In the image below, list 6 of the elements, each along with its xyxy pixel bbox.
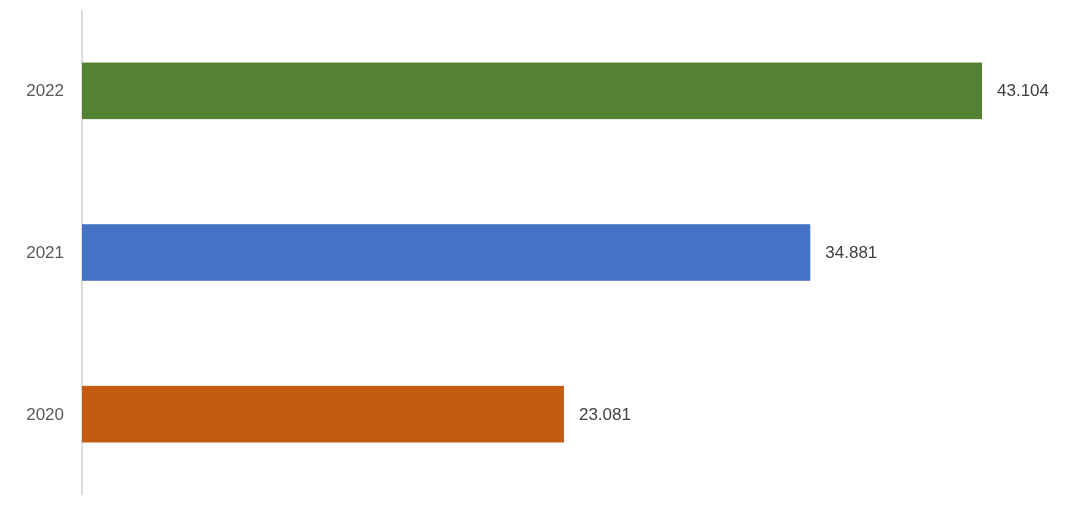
- data-label: 43.104: [997, 81, 1049, 101]
- data-label: 23.081: [578, 404, 631, 424]
- y-tick-label: 2021: [26, 243, 64, 262]
- y-tick-label: 2022: [26, 81, 64, 101]
- data-label: 34.881: [825, 243, 878, 262]
- y-tick-label: 2020: [26, 404, 64, 424]
